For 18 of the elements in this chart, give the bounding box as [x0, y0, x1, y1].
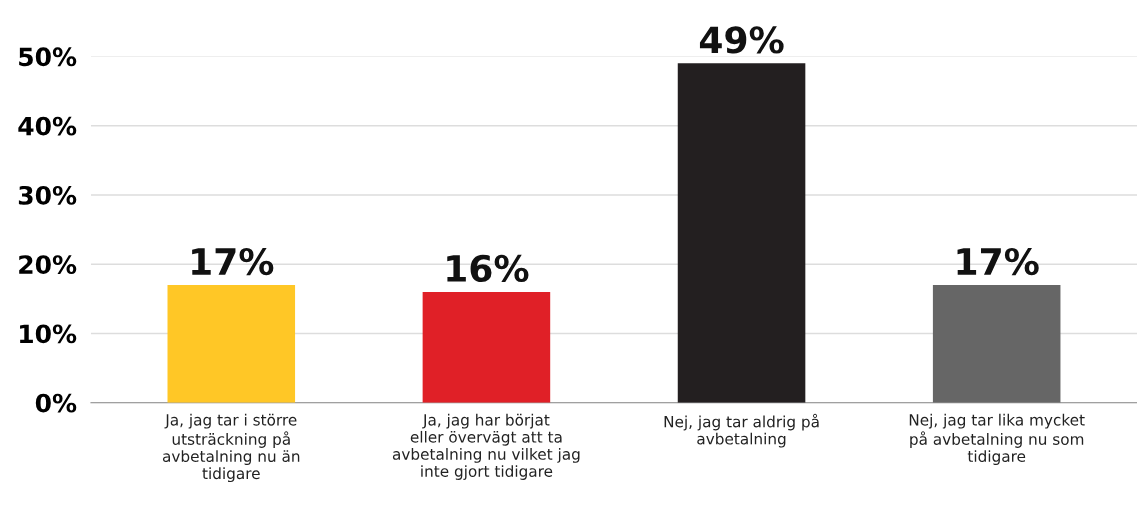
y-tick-label: 30%	[18, 185, 77, 205]
y-tick-label: 10%	[20, 324, 77, 344]
y-tick-label: 20%	[19, 255, 77, 275]
x-tick-label: Nej, jag tar aldrig på avbetalning	[664, 413, 819, 448]
x-tick-label: Ja, jag har börjat eller övervägt att ta avbetalning nu vilket jag inte gjort tidigare	[392, 413, 580, 480]
y-tick-label: 0%	[35, 393, 77, 413]
bar	[932, 284, 1061, 403]
data-label: 17%	[957, 247, 1039, 276]
bar	[677, 63, 806, 403]
bar	[422, 291, 551, 403]
y-tick-label: 50%	[19, 47, 77, 67]
data-label: 16%	[447, 254, 529, 283]
data-label: 17%	[192, 247, 274, 276]
data-label: 49%	[699, 26, 784, 54]
x-tick-label: Ja, jag tar i större utsträckning på avbetalning nu än tidigare	[162, 413, 300, 483]
bar	[167, 284, 296, 403]
y-tick-label: 40%	[18, 116, 77, 136]
x-tick-label: Nej, jag tar lika mycket på avbetalning nu som tidigare	[909, 413, 1085, 465]
